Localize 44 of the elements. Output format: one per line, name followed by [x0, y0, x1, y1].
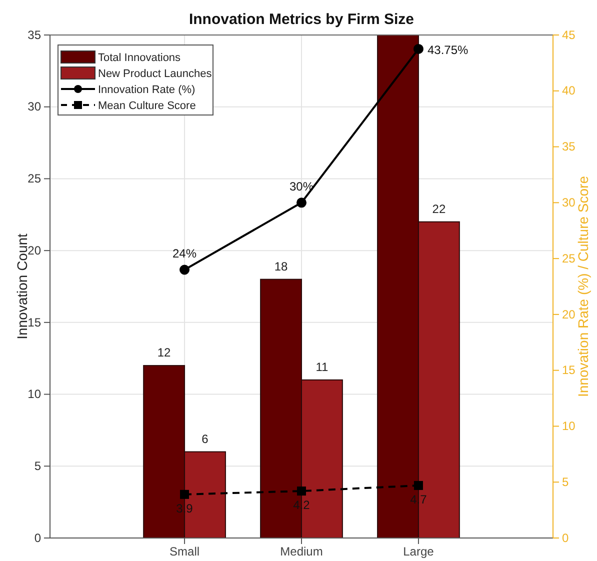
- y2-tick-label: 20: [562, 307, 576, 322]
- legend-label: Mean Culture Score: [98, 100, 196, 112]
- y-tick-label: 30: [28, 100, 42, 114]
- data-label: 24%: [172, 246, 197, 261]
- data-label: 22: [432, 202, 446, 216]
- data-label: 43.75%: [427, 42, 469, 57]
- y2-tick-label: 30: [562, 196, 576, 210]
- y2-tick-label: 15: [562, 363, 576, 378]
- point: [413, 44, 424, 54]
- legend-label: Innovation Rate (%): [98, 84, 196, 96]
- chart-title: Innovation Metrics by Firm Size: [188, 11, 414, 28]
- data-label: 6: [202, 432, 209, 446]
- y2-tick-label: 10: [562, 419, 576, 434]
- point: [180, 490, 190, 499]
- x-tick-label: Medium: [280, 544, 323, 559]
- data-label: 11: [316, 360, 329, 374]
- x-tick-label: Large: [403, 544, 434, 559]
- data-label: 18: [274, 259, 288, 274]
- y2-tick-label: 35: [562, 140, 576, 154]
- x-tick-label: Small: [170, 544, 200, 559]
- y2-tick-label: 25: [562, 251, 576, 266]
- point: [297, 486, 306, 496]
- y-tick-label: 0: [34, 530, 42, 545]
- point: [414, 480, 423, 490]
- data-label: 4.7: [410, 492, 428, 506]
- y2-axis-title: Innovation Rate (%) / Culture Score: [575, 176, 591, 397]
- data-label: 3.9: [176, 501, 194, 516]
- point: [180, 264, 190, 275]
- data-label: 12: [157, 346, 172, 360]
- y2-tick-label: 45: [562, 28, 576, 42]
- data-label: 4.2: [293, 498, 310, 512]
- y2-tick-label: 0: [562, 530, 569, 545]
- point: [296, 198, 306, 208]
- y-tick-label: 5: [34, 458, 42, 473]
- y2-tick-label: 5: [562, 474, 569, 489]
- y-tick-label: 20: [28, 243, 42, 258]
- y-tick-label: 25: [28, 172, 42, 186]
- y-tick-label: 35: [28, 28, 42, 42]
- legend-label: New Product Launches: [98, 68, 212, 80]
- y2-tick-label: 40: [562, 84, 576, 98]
- y-tick-label: 15: [28, 315, 42, 330]
- data-label: 30%: [289, 180, 314, 194]
- legend-label: Total Innovations: [98, 52, 182, 64]
- y-tick-label: 10: [28, 387, 42, 402]
